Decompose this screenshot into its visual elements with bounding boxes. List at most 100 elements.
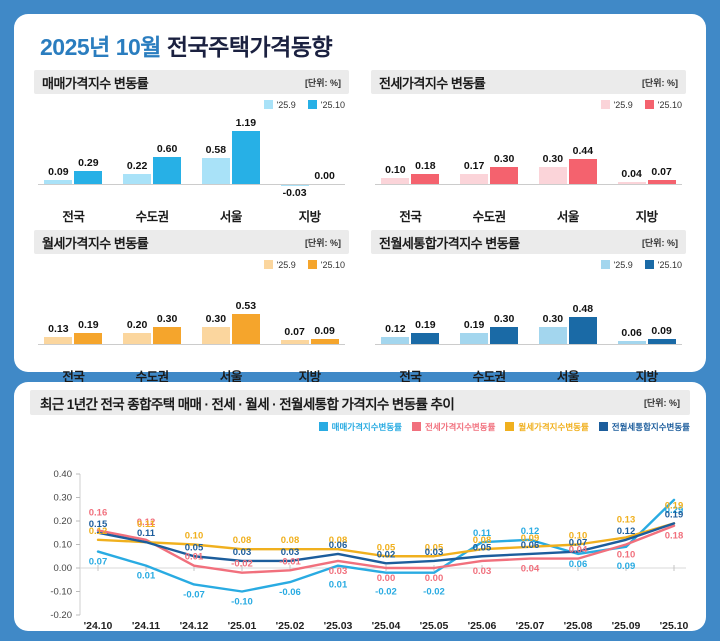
point-value-label: 0.11 bbox=[137, 528, 156, 539]
x-axis-tick-label: '24.10 bbox=[84, 620, 113, 632]
bar-value-label: 0.19 bbox=[78, 319, 99, 332]
unit-label: [단위: %] bbox=[643, 398, 680, 408]
bar bbox=[538, 327, 567, 344]
bar bbox=[490, 167, 519, 184]
point-value-label: 0.12 bbox=[617, 526, 636, 537]
category-label: 전국 bbox=[62, 370, 85, 384]
bar-value-label: 1.19 bbox=[235, 117, 257, 130]
point-value-label: 0.19 bbox=[665, 509, 684, 520]
legend-swatch bbox=[644, 260, 654, 269]
category-label: 지방 bbox=[635, 210, 659, 224]
chart-title: 월세가격지수 변동률 bbox=[42, 235, 149, 251]
bar bbox=[411, 173, 440, 184]
trend-line-series bbox=[96, 522, 676, 558]
x-axis-tick-label: '25.02 bbox=[276, 620, 305, 632]
point-value-label: 0.12 bbox=[89, 526, 108, 537]
legend-label: 월세가격지수변동률 bbox=[518, 421, 589, 432]
point-value-label: 0.09 bbox=[521, 533, 540, 544]
x-axis-tick-label: '25.05 bbox=[420, 620, 449, 632]
legend-swatch bbox=[644, 100, 654, 109]
bar-value-label: 0.19 bbox=[415, 319, 436, 332]
point-value-label: 0.05 bbox=[185, 542, 204, 553]
trend-line-series bbox=[96, 498, 676, 593]
point-value-label: 0.03 bbox=[473, 566, 492, 577]
bar bbox=[568, 316, 597, 344]
legend-item: '25.10 bbox=[307, 100, 345, 110]
category-labels: 전국 수도권 서울 지방 bbox=[371, 366, 686, 384]
x-axis-tick-label: '24.11 bbox=[132, 620, 160, 632]
legend-swatch bbox=[263, 100, 273, 109]
bar bbox=[74, 171, 103, 184]
bar-value-label: 0.10 bbox=[385, 164, 406, 177]
point-value-label: 0.29 bbox=[665, 505, 684, 516]
y-axis-tick-label: 0.30 bbox=[54, 493, 73, 504]
bar-value-label: 0.13 bbox=[48, 322, 69, 335]
bar-value-label: 0.00 bbox=[314, 170, 335, 182]
legend-item: '25.10 bbox=[644, 260, 682, 270]
bar-plot: 0.12 0.19 0.19 0.30 0.30 0.48 0.06 0.09 bbox=[371, 272, 686, 364]
bar bbox=[123, 174, 152, 184]
jeonse-price-chart: 전세가격지수 변동률 [단위: %] '25.9'25.10 0.10 0.18 0.… bbox=[371, 70, 686, 224]
legend-swatch bbox=[307, 100, 317, 109]
bar bbox=[647, 180, 676, 184]
bar bbox=[231, 314, 260, 344]
x-axis-tick-label: '25.09 bbox=[612, 620, 641, 632]
combined-rent-price-chart: 전월세통합가격지수 변동률 [단위: %] '25.9'25.10 0.12 0.1… bbox=[371, 230, 686, 384]
point-value-label: 0.09 bbox=[617, 561, 636, 572]
bar-value-label: 0.09 bbox=[314, 324, 335, 337]
legend-swatch bbox=[600, 260, 610, 269]
summary-card: 2025년 10월 전국주택가격동향 매매가격지수 변동률 [단위: %] '25… bbox=[14, 14, 706, 384]
bar-value-label: 0.30 bbox=[493, 153, 515, 166]
point-value-label: 0.08 bbox=[329, 535, 348, 546]
bar-value-label: 0.12 bbox=[385, 323, 406, 336]
point-value-label: 0.04 bbox=[521, 564, 540, 575]
legend-item: 전세가격지수변동률 bbox=[412, 421, 495, 433]
y-axis-tick-label: -0.10 bbox=[50, 587, 72, 598]
unit-label: [단위: %] bbox=[641, 77, 678, 88]
point-value-label: 0.12 bbox=[521, 526, 540, 537]
bar-value-label: 0.53 bbox=[235, 300, 257, 313]
chart-title: 전월세통합가격지수 변동률 bbox=[379, 235, 520, 251]
bar-value-label: 0.17 bbox=[463, 160, 485, 173]
trend-line-series bbox=[96, 524, 676, 574]
legend-item: '25.9 bbox=[263, 100, 296, 110]
point-value-label: -0.02 bbox=[423, 587, 445, 598]
legend-label: '25.9 bbox=[613, 259, 633, 270]
legend-item: 월세가격지수변동률 bbox=[505, 421, 589, 433]
x-axis-tick-label: '25.07 bbox=[516, 620, 545, 632]
category-label: 지방 bbox=[635, 370, 659, 384]
bar-value-label: 0.30 bbox=[156, 313, 178, 326]
point-value-label: 0.04 bbox=[569, 545, 588, 556]
bar bbox=[123, 332, 152, 344]
legend-item: '25.9 bbox=[600, 259, 633, 270]
monthly-rent-price-chart: 월세가격지수 변동률 [단위: %] '25.9'25.10 0.13 0.19 0.… bbox=[34, 230, 349, 384]
legend-label: '25.10 bbox=[657, 99, 682, 110]
chart-legend: '25.9 '25.10 bbox=[371, 257, 686, 272]
bar-value-label: 0.09 bbox=[48, 166, 69, 178]
point-value-label: 0.08 bbox=[233, 535, 252, 546]
x-axis-tick-label: '25.10 bbox=[660, 620, 689, 632]
point-value-label: 0.10 bbox=[569, 531, 588, 542]
bar-value-label: 0.20 bbox=[126, 318, 148, 331]
x-axis-tick-label: '25.06 bbox=[468, 620, 497, 632]
legend-swatch bbox=[318, 422, 328, 431]
bar-value-label: 0.30 bbox=[205, 313, 227, 326]
bar bbox=[647, 338, 676, 344]
category-label: 전국 bbox=[399, 210, 422, 224]
bar-value-label: -0.03 bbox=[282, 187, 307, 200]
category-labels: 전국 수도권 서울 지방 bbox=[371, 206, 686, 224]
point-value-label: -0.06 bbox=[279, 587, 301, 598]
x-axis-tick-label: '25.03 bbox=[324, 620, 353, 632]
bar-value-label: 0.09 bbox=[651, 324, 672, 337]
bar-value-label: 0.30 bbox=[542, 313, 564, 326]
legend-label: '25.9 bbox=[276, 259, 296, 270]
legend-swatch bbox=[263, 260, 273, 269]
category-label: 수도권 bbox=[135, 210, 170, 224]
legend-label: 전월세통합지수변동률 bbox=[611, 421, 690, 432]
point-value-label: 0.00 bbox=[425, 573, 444, 584]
category-label: 서울 bbox=[556, 210, 580, 224]
point-value-label: 0.06 bbox=[569, 559, 588, 570]
bar-value-label: 0.44 bbox=[572, 145, 594, 158]
legend-item: '25.9 bbox=[263, 259, 296, 270]
legend-label: 매매가격지수변동률 bbox=[331, 421, 403, 432]
